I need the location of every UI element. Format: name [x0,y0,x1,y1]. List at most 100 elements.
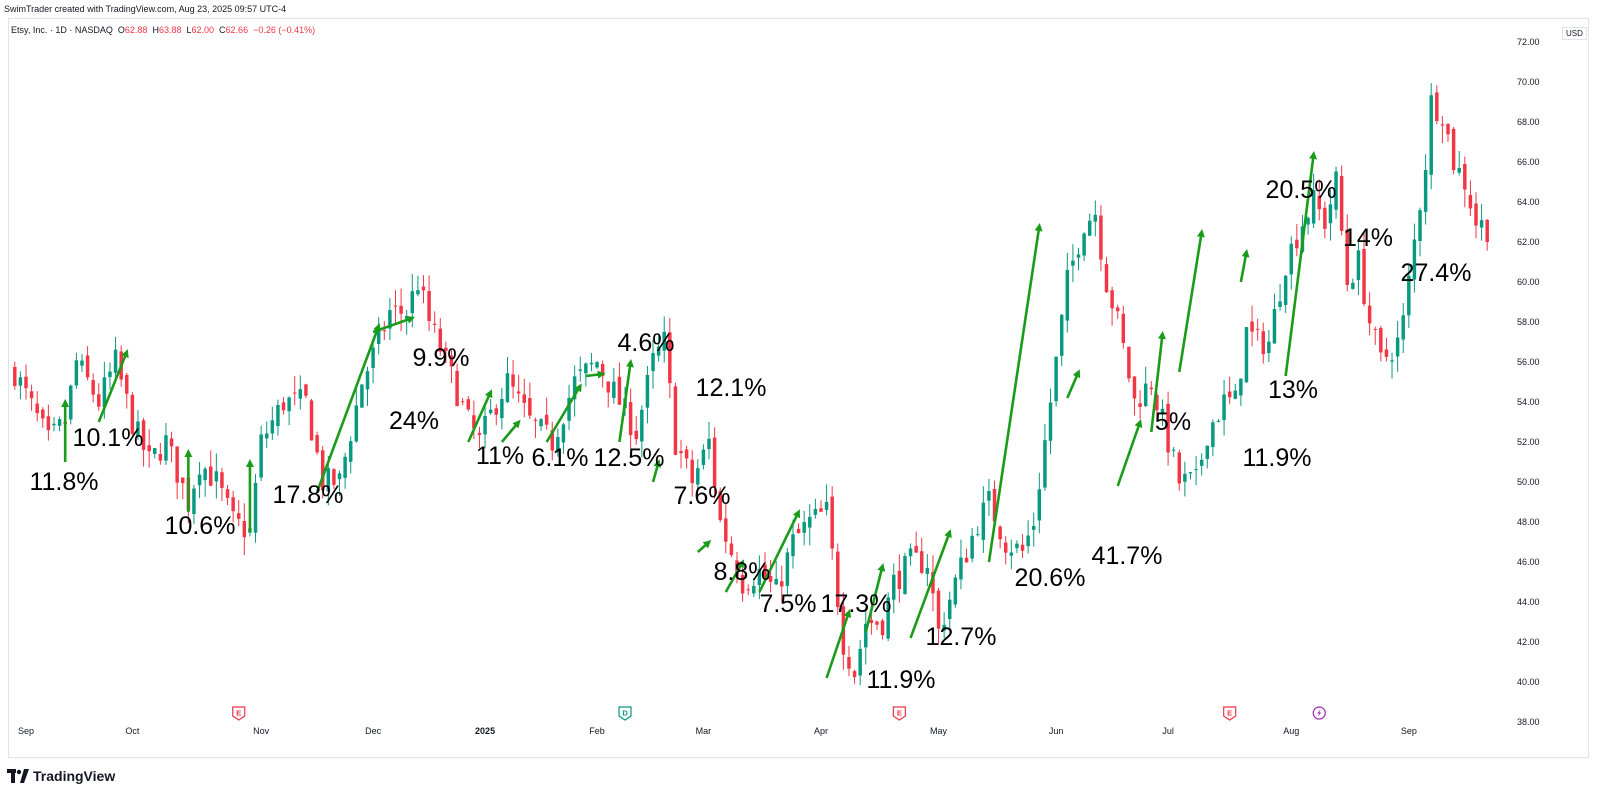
change-value: −0.26 (−0.41%) [253,25,316,35]
candle [382,321,387,341]
candle-body [785,552,790,586]
candle-body [668,332,672,384]
gain-label: 4.6% [618,329,675,357]
candle-body [432,323,437,325]
candle [46,404,51,441]
x-tick-label: Jul [1162,726,1174,736]
candle-body [1485,219,1489,242]
candle [1093,200,1098,237]
candle-body [712,437,717,488]
candle [304,383,308,399]
candle [1485,219,1489,251]
candle-body [892,574,896,600]
candle [1250,305,1254,347]
candle-body [774,578,778,585]
candle [466,396,471,412]
svg-text:E: E [1227,709,1232,718]
candle [1132,375,1137,416]
candle [29,384,34,411]
candle-body [1233,390,1238,399]
candle [1367,291,1372,336]
candle-body [1132,376,1137,399]
split-icon[interactable] [1312,706,1326,720]
candle [432,311,437,333]
tradingview-wordmark: TradingView [33,768,116,784]
candle-body [1199,459,1204,466]
candle-body [231,497,235,512]
tradingview-logo[interactable]: TradingView [7,768,115,784]
candle [712,427,717,499]
candle [1233,383,1238,400]
candle-body [1110,290,1114,309]
candle-body [1020,544,1025,551]
candle [679,439,683,469]
candle [886,592,890,642]
candle [97,383,101,411]
candle [774,561,778,586]
dividend-icon[interactable]: D [618,706,632,721]
candle [253,473,258,543]
candle-body [763,564,767,579]
candle [472,400,476,440]
candle [556,428,560,457]
candle [589,353,594,372]
candle-body [410,291,415,314]
candle [1043,424,1047,491]
candle [1110,286,1114,326]
x-tick-label: Feb [589,726,605,736]
x-tick-label: Mar [696,726,712,736]
candle [1356,238,1361,296]
candle-body [948,599,952,620]
gain-arrow [545,383,582,443]
gain-arrow [1066,369,1081,399]
candle-body [813,508,818,515]
candle-body [332,469,336,485]
candle-body [153,448,157,454]
candle-body [141,420,146,450]
candle [348,436,353,474]
earnings-icon[interactable]: E [232,706,246,721]
candle [640,405,644,458]
candle-body [360,384,364,408]
currency-button[interactable]: USD [1562,27,1587,40]
candle [315,431,319,455]
earnings-icon[interactable]: E [1223,706,1237,721]
candle [1306,216,1310,235]
x-tick-label: Apr [814,726,828,736]
candle [1059,314,1064,366]
candle-body [1267,341,1271,353]
candle-body [1379,327,1383,353]
candle [1267,330,1271,363]
candle [544,397,549,430]
candle-body [197,474,202,486]
candle-body [1311,190,1316,224]
candle-body [500,398,504,419]
candle [830,486,834,560]
y-tick-label: 58.00 [1517,317,1540,327]
earnings-icon[interactable]: E [892,706,906,721]
candle-body [24,376,28,389]
candle [203,466,207,497]
candle-body [147,445,151,452]
candle [360,384,364,408]
candle [1384,337,1389,362]
candle [1244,326,1249,384]
candle-body [897,570,902,589]
candle [13,361,17,390]
candle-body [1059,314,1064,356]
candle-body [209,466,213,486]
candle-body [181,477,185,484]
gain-label: 8.8% [714,558,771,586]
candle-body [718,491,722,521]
candle [298,375,303,410]
gain-arrow [1150,331,1166,433]
candle [169,431,174,463]
candle [1423,154,1428,225]
candle-body [292,392,297,394]
gain-label: 9.9% [413,344,470,372]
candle [192,484,196,525]
candle [130,392,135,436]
candle-body [903,555,907,595]
candle [320,445,325,499]
